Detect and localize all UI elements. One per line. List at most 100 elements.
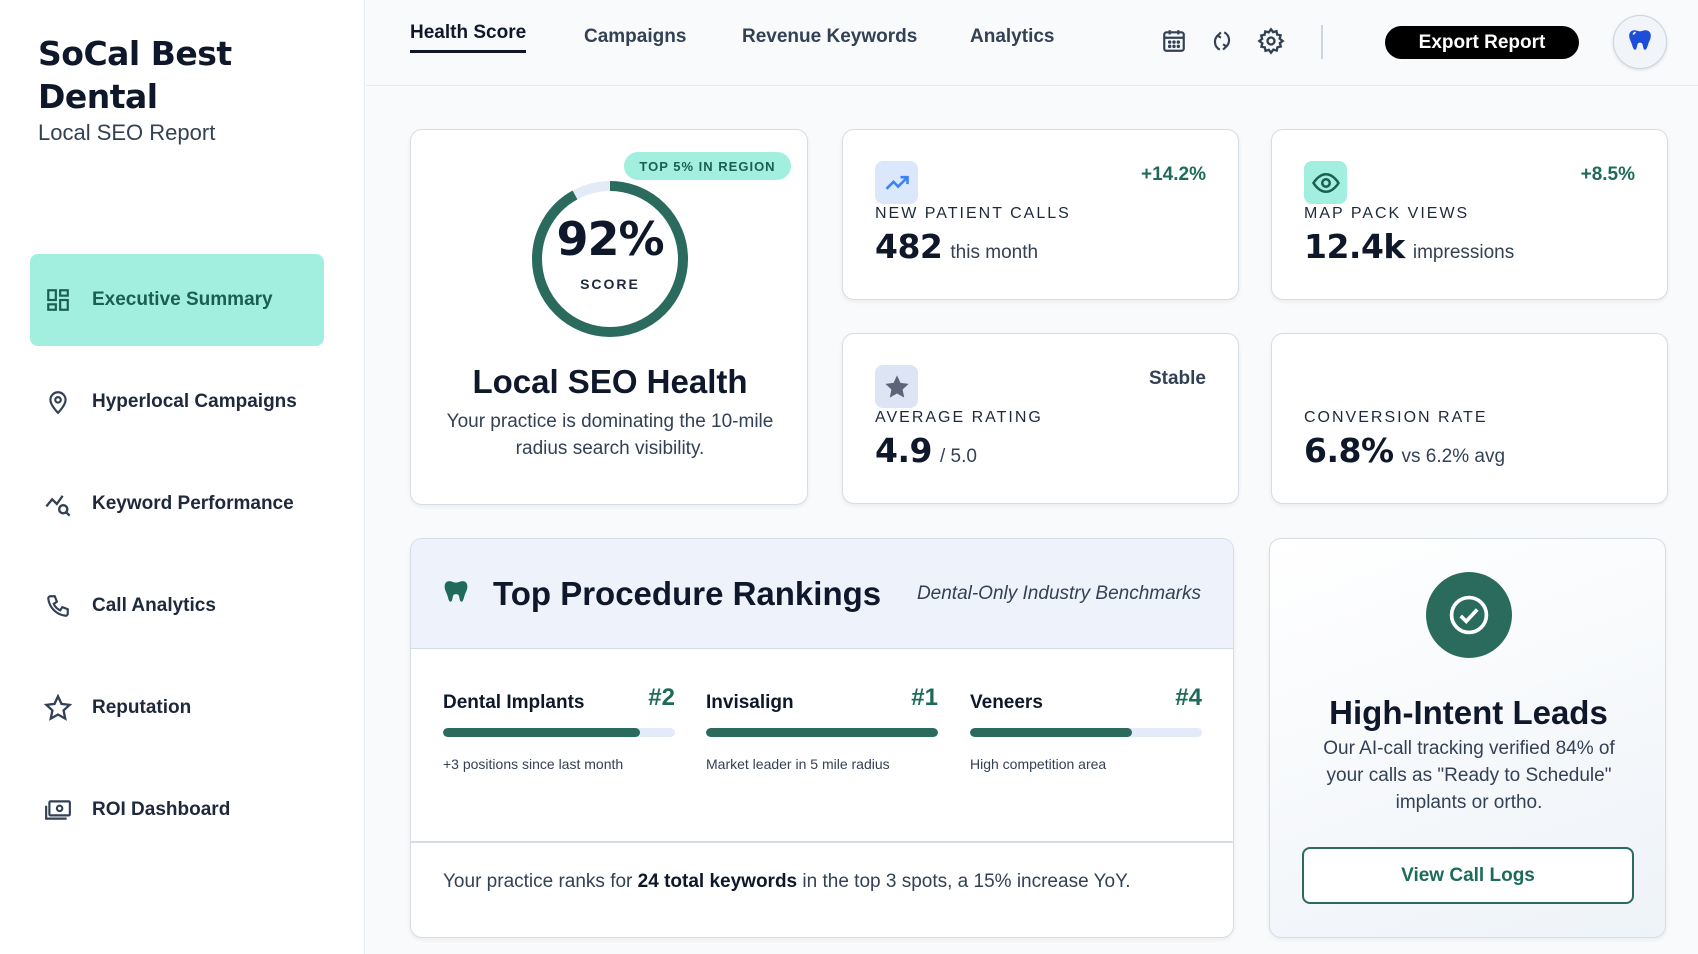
map-pin-icon xyxy=(44,388,72,416)
metric-value-row: 482 this month xyxy=(875,227,1038,266)
metric-change: +8.5% xyxy=(1580,164,1635,185)
progress-bar xyxy=(970,728,1202,737)
region-rank-badge: TOP 5% IN REGION xyxy=(624,152,791,180)
metric-label: MAP PACK VIEWS xyxy=(1304,205,1470,222)
metric-card-calls: +14.2% NEW PATIENT CALLS 482 this month xyxy=(842,129,1239,300)
metric-card-views: +8.5% MAP PACK VIEWS 12.4k impressions xyxy=(1271,129,1668,300)
sidebar: SoCal Best Dental Local SEO Report Execu… xyxy=(0,0,365,954)
phone-icon xyxy=(44,592,72,620)
metric-change: Stable xyxy=(1148,368,1206,389)
rankings-footer-highlight: 24 total keywords xyxy=(637,871,798,892)
view-call-logs-button[interactable]: View Call Logs xyxy=(1302,847,1634,904)
procedure-name: Invisalign xyxy=(706,692,794,713)
metric-unit: impressions xyxy=(1412,242,1515,263)
procedure-rank: #2 xyxy=(648,684,675,711)
leads-title: High-Intent Leads xyxy=(1329,694,1608,731)
sidebar-item-call-analytics[interactable]: Call Analytics xyxy=(30,560,324,652)
sidebar-item-label: Keyword Performance xyxy=(92,493,294,514)
rankings-footer-pre: Your practice ranks for xyxy=(443,871,638,892)
procedure-note: +3 positions since last month xyxy=(443,756,624,772)
rankings-divider xyxy=(411,841,1233,843)
metric-unit: this month xyxy=(950,242,1039,263)
progress-fill xyxy=(443,728,641,737)
metric-label: AVERAGE RATING xyxy=(875,409,1043,426)
top-bar: Health Score Campaigns Revenue Keywords … xyxy=(366,0,1698,86)
rankings-title: Top Procedure Rankings xyxy=(493,575,882,612)
sidebar-item-keyword-performance[interactable]: Keyword Performance xyxy=(30,458,324,550)
dashboard-icon xyxy=(44,286,72,314)
sidebar-item-label: Hyperlocal Campaigns xyxy=(92,391,297,412)
metric-value-row: 6.8% vs 6.2% avg xyxy=(1304,431,1505,470)
check-circle-icon xyxy=(1426,572,1512,658)
export-report-button[interactable]: Export Report xyxy=(1385,26,1579,59)
metric-label: NEW PATIENT CALLS xyxy=(875,205,1071,222)
metric-value: 482 xyxy=(875,227,943,266)
progress-fill xyxy=(706,728,938,737)
health-score-card: TOP 5% IN REGION 92% SCORE Local SEO Hea… xyxy=(410,129,808,505)
procedure-rank: #4 xyxy=(1175,684,1202,711)
sidebar-item-label: ROI Dashboard xyxy=(92,799,231,820)
leads-description: Our AI-call tracking verified 84% of you… xyxy=(1323,738,1615,813)
metric-value-row: 4.9 / 5.0 xyxy=(875,431,977,470)
toolbar-divider xyxy=(1321,25,1323,59)
main-content: TOP 5% IN REGION 92% SCORE Local SEO Hea… xyxy=(366,87,1698,954)
money-icon xyxy=(44,796,72,824)
progress-bar xyxy=(443,728,675,737)
score-gauge-ring xyxy=(532,181,688,337)
sidebar-item-label: Call Analytics xyxy=(92,595,216,616)
tab-analytics[interactable]: Analytics xyxy=(970,26,1055,47)
health-description: Your practice is dominating the 10-mile … xyxy=(446,411,774,459)
metric-change: +14.2% xyxy=(1141,164,1206,185)
sidebar-nav: Executive Summary Hyperlocal Campaigns K… xyxy=(30,254,324,866)
star-icon xyxy=(875,365,918,408)
chart-search-icon xyxy=(44,490,72,518)
avatar[interactable] xyxy=(1613,15,1667,69)
trending-up-icon xyxy=(875,161,918,204)
sidebar-item-executive-summary[interactable]: Executive Summary xyxy=(30,254,324,346)
score-value: 92% xyxy=(556,212,664,266)
health-title: Local SEO Health xyxy=(472,363,748,400)
high-intent-leads-card: High-Intent Leads Our AI-call tracking v… xyxy=(1269,538,1666,938)
tab-health-score[interactable]: Health Score xyxy=(410,22,527,53)
tooth-icon xyxy=(443,578,469,611)
calendar-icon[interactable] xyxy=(1159,26,1189,56)
sidebar-item-label: Reputation xyxy=(92,697,192,718)
metric-value: 4.9 xyxy=(875,431,932,470)
gear-icon[interactable] xyxy=(1256,26,1286,56)
progress-fill xyxy=(970,728,1133,737)
procedure-name: Dental Implants xyxy=(443,692,585,713)
rankings-header: Top Procedure Rankings Dental-Only Indus… xyxy=(411,539,1233,649)
sidebar-item-roi-dashboard[interactable]: ROI Dashboard xyxy=(30,764,324,856)
metric-unit: / 5.0 xyxy=(939,446,977,467)
sidebar-item-hyperlocal-campaigns[interactable]: Hyperlocal Campaigns xyxy=(30,356,324,448)
tooth-icon xyxy=(1627,27,1653,58)
procedure-note: High competition area xyxy=(970,756,1107,772)
procedure-name: Veneers xyxy=(970,692,1043,713)
brand-name: SoCal Best Dental xyxy=(38,34,232,116)
rankings-footer: Your practice ranks for 24 total keyword… xyxy=(443,871,1131,893)
refresh-icon[interactable] xyxy=(1207,26,1237,56)
score-label: SCORE xyxy=(580,276,640,292)
rankings-footer-post: in the top 3 spots, a 15% increase YoY. xyxy=(797,871,1131,892)
procedure-note: Market leader in 5 mile radius xyxy=(706,756,890,772)
metric-value: 6.8% xyxy=(1304,431,1394,470)
metric-card-rating: Stable AVERAGE RATING 4.9 / 5.0 xyxy=(842,333,1239,504)
rankings-benchmark: Dental-Only Industry Benchmarks xyxy=(916,583,1201,604)
sidebar-item-label: Executive Summary xyxy=(92,289,273,310)
procedure-rank: #1 xyxy=(911,684,938,711)
metric-label: CONVERSION RATE xyxy=(1304,409,1488,426)
progress-bar xyxy=(706,728,938,737)
metric-card-conversion: CONVERSION RATE 6.8% vs 6.2% avg xyxy=(1271,333,1668,504)
brand: SoCal Best Dental Local SEO Report xyxy=(38,32,298,146)
score-gauge: 92% SCORE xyxy=(523,172,697,346)
procedure-rankings-card: Top Procedure Rankings Dental-Only Indus… xyxy=(410,538,1234,938)
brand-subtitle: Local SEO Report xyxy=(38,120,216,145)
eye-icon xyxy=(1304,161,1347,204)
sidebar-item-reputation[interactable]: Reputation xyxy=(30,662,324,754)
tab-campaigns[interactable]: Campaigns xyxy=(584,26,687,47)
tab-revenue-keywords[interactable]: Revenue Keywords xyxy=(742,26,918,47)
metric-value: 12.4k xyxy=(1304,227,1405,266)
metric-unit: vs 6.2% avg xyxy=(1401,446,1506,467)
star-icon xyxy=(44,694,72,722)
metric-value-row: 12.4k impressions xyxy=(1304,227,1514,266)
